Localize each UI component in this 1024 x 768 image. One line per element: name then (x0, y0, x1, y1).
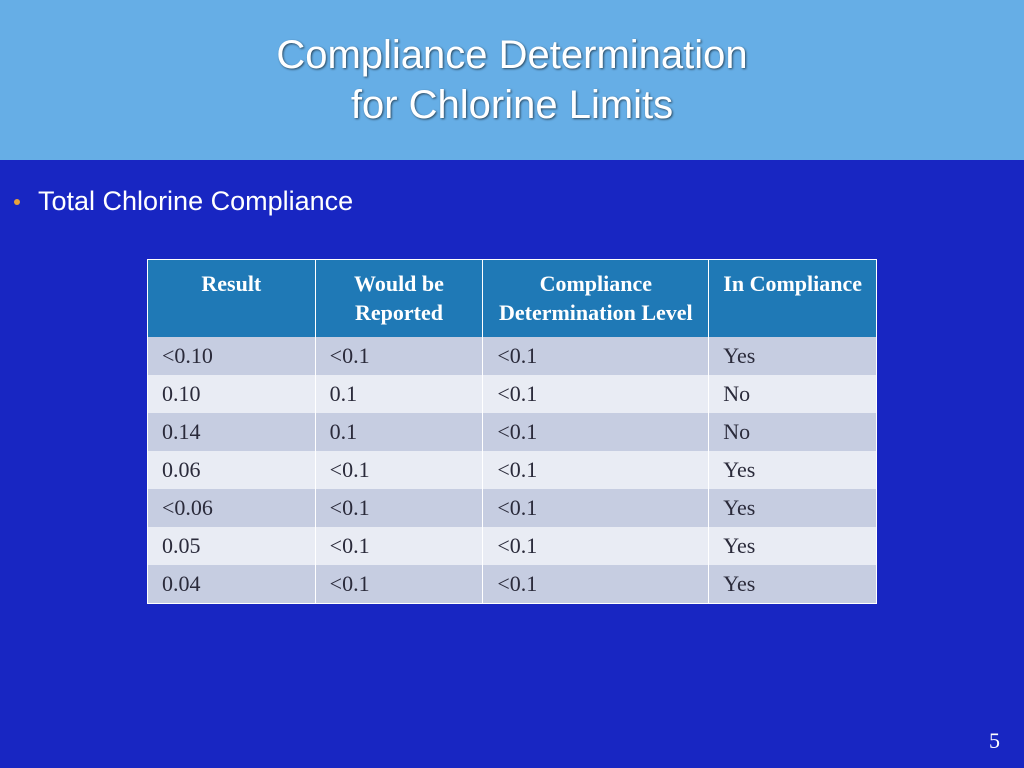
table-cell: <0.1 (483, 375, 709, 413)
table-cell: No (709, 413, 877, 451)
table-cell: <0.1 (315, 451, 483, 489)
table-cell: <0.1 (315, 527, 483, 565)
table-cell: 0.05 (148, 527, 316, 565)
title-band: Compliance Determination for Chlorine Li… (0, 0, 1024, 160)
title-line-1: Compliance Determination (276, 33, 747, 77)
title-line-2: for Chlorine Limits (351, 83, 673, 127)
compliance-table-wrap: Result Would be Reported Compliance Dete… (147, 259, 877, 604)
table-cell: Yes (709, 489, 877, 527)
table-cell: <0.1 (483, 527, 709, 565)
table-cell: <0.1 (483, 565, 709, 604)
bullet-icon (14, 199, 20, 205)
table-cell: <0.1 (483, 451, 709, 489)
table-cell: 0.06 (148, 451, 316, 489)
table-header-row: Result Would be Reported Compliance Dete… (148, 260, 877, 338)
compliance-table: Result Would be Reported Compliance Dete… (147, 259, 877, 604)
table-cell: 0.04 (148, 565, 316, 604)
table-cell: Yes (709, 527, 877, 565)
table-cell: Yes (709, 565, 877, 604)
table-cell: No (709, 375, 877, 413)
table-cell: 0.1 (315, 413, 483, 451)
bullet-row: Total Chlorine Compliance (0, 160, 1024, 217)
bullet-text: Total Chlorine Compliance (38, 186, 353, 217)
table-row: <0.06 <0.1 <0.1 Yes (148, 489, 877, 527)
table-cell: <0.1 (483, 413, 709, 451)
slide-title: Compliance Determination for Chlorine Li… (276, 30, 747, 130)
table-cell: Yes (709, 451, 877, 489)
table-cell: 0.10 (148, 375, 316, 413)
table-header-cell: Would be Reported (315, 260, 483, 338)
table-cell: <0.10 (148, 337, 316, 375)
table-header-cell: In Compliance (709, 260, 877, 338)
page-number: 5 (989, 728, 1000, 754)
table-cell: <0.1 (315, 565, 483, 604)
table-row: 0.04 <0.1 <0.1 Yes (148, 565, 877, 604)
table-cell: 0.1 (315, 375, 483, 413)
table-cell: Yes (709, 337, 877, 375)
table-cell: <0.06 (148, 489, 316, 527)
table-cell: <0.1 (483, 489, 709, 527)
table-cell: <0.1 (315, 337, 483, 375)
table-row: 0.05 <0.1 <0.1 Yes (148, 527, 877, 565)
table-row: <0.10 <0.1 <0.1 Yes (148, 337, 877, 375)
table-row: 0.06 <0.1 <0.1 Yes (148, 451, 877, 489)
table-header-cell: Result (148, 260, 316, 338)
table-row: 0.10 0.1 <0.1 No (148, 375, 877, 413)
table-cell: 0.14 (148, 413, 316, 451)
table-cell: <0.1 (483, 337, 709, 375)
table-header-cell: Compliance Determination Level (483, 260, 709, 338)
table-cell: <0.1 (315, 489, 483, 527)
table-row: 0.14 0.1 <0.1 No (148, 413, 877, 451)
